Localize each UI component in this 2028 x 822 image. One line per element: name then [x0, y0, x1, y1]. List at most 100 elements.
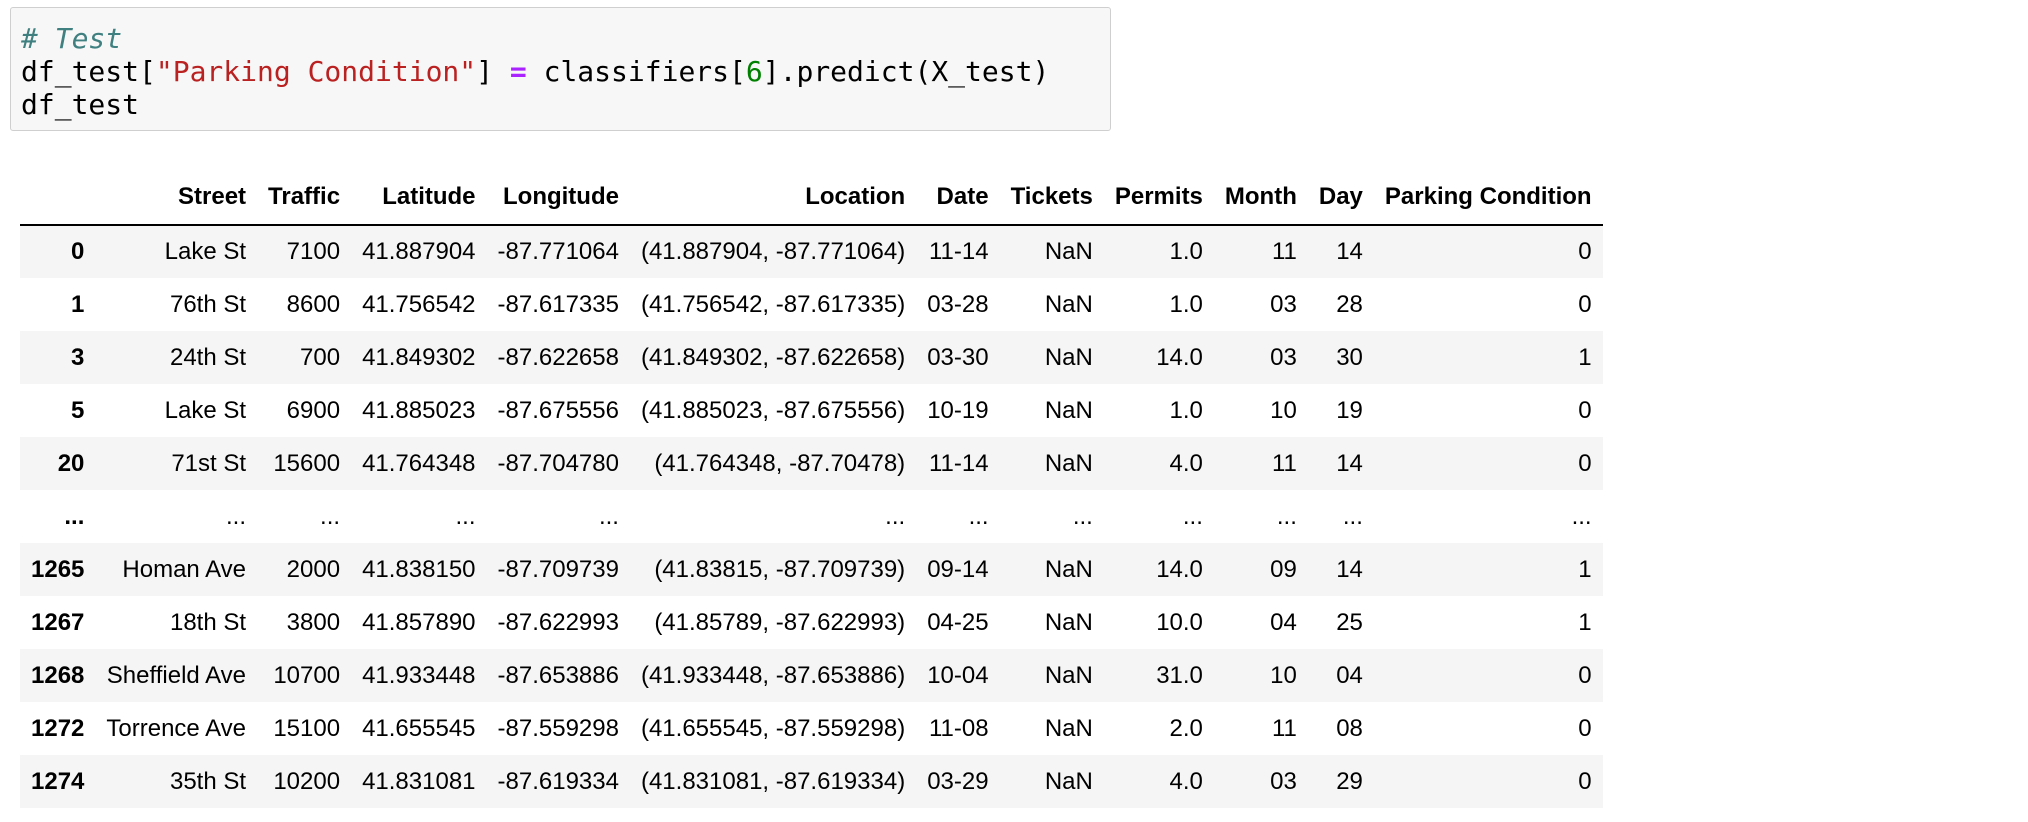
table-cell: 0	[1578, 767, 1592, 795]
table-cell: -87.675556	[497, 396, 619, 424]
table-cell: (41.849302, -87.622658)	[640, 343, 906, 371]
table-cell: 09	[1270, 555, 1297, 583]
column-header: Permits	[1103, 170, 1214, 226]
column-header: Traffic	[257, 170, 352, 226]
table-cell: 0	[1578, 661, 1592, 689]
column-header: Month	[1213, 170, 1308, 226]
table-cell: -87.559298	[497, 714, 619, 742]
table-cell: 1	[1578, 343, 1592, 371]
table-cell: 25	[1336, 608, 1363, 636]
table-cell: -87.617335	[497, 290, 619, 318]
table-cell: Lake St	[164, 396, 247, 424]
row-index: 1274	[31, 767, 85, 795]
table-cell: ...	[1072, 502, 1093, 530]
table-cell: NaN	[1044, 767, 1093, 795]
table-cell: 30	[1336, 343, 1363, 371]
table-cell: 8600	[286, 290, 341, 318]
table-cell: 71st St	[171, 449, 247, 477]
table-cell: -87.709739	[497, 555, 619, 583]
column-header: Tickets	[999, 170, 1104, 226]
table-cell: 10700	[273, 661, 341, 689]
table-cell: 41.885023	[362, 396, 476, 424]
table-header: Street Traffic Latitude Longitude Location Da…	[20, 170, 1603, 226]
table-cell: 41.887904	[362, 238, 476, 265]
table-cell: 10-19	[927, 396, 989, 424]
column-header: Longitude	[486, 170, 630, 226]
table-cell: 04	[1336, 661, 1363, 689]
table-cell: 11-08	[928, 714, 989, 742]
table-row: 1268 Sheffield Ave 10700 41.933448 -87.65388…	[20, 649, 1603, 702]
table-row: ....................................	[20, 490, 1603, 543]
code-cell-input[interactable]: # Test df_test["Parking Condition"] = cl…	[10, 7, 1111, 131]
code-token: df_test	[21, 88, 140, 121]
table-cell: NaN	[1044, 343, 1093, 371]
row-index: 1267	[31, 608, 85, 636]
table-cell: 41.838150	[362, 555, 476, 583]
row-index: 0	[71, 238, 85, 265]
code-token: classifiers[	[526, 55, 746, 88]
table-cell: 76th St	[169, 290, 247, 318]
table-row: 1272 Torrence Ave 15100 41.655545 -87.559298…	[20, 702, 1603, 755]
table-cell: 03	[1270, 767, 1297, 795]
table-cell: 41.764348	[362, 449, 476, 477]
table-cell: 15100	[273, 714, 341, 742]
table-cell: 24th St	[169, 343, 247, 371]
table-cell: 10-04	[927, 661, 989, 689]
table-cell: (41.756542, -87.617335)	[640, 290, 906, 318]
code-token: ].predict(X_test)	[762, 55, 1050, 88]
table-cell: 700	[300, 343, 341, 371]
row-index: 3	[71, 343, 85, 371]
table-cell: ...	[1571, 502, 1592, 530]
table-cell: 04	[1270, 608, 1297, 636]
table-cell: 41.849302	[362, 343, 476, 371]
table-cell: 15600	[273, 449, 341, 477]
table-cell: 0	[1578, 290, 1592, 318]
table-cell: ...	[1182, 502, 1203, 530]
table-cell: Torrence Ave	[106, 714, 247, 742]
table-row: 1274 35th St 10200 41.831081 -87.619334 (41.8…	[20, 755, 1603, 808]
table-cell: 7100	[286, 238, 341, 265]
table-row: 1 76th St 8600 41.756542 -87.617335 (41.75654…	[20, 278, 1603, 331]
code-token: df_test[	[21, 55, 156, 88]
header-row: Street Traffic Latitude Longitude Location Da…	[20, 170, 1603, 226]
code-string: "Parking Condition"	[155, 55, 477, 88]
table-cell: 6900	[286, 396, 341, 424]
table-cell: 11-14	[928, 449, 989, 477]
table-cell: (41.933448, -87.653886)	[640, 661, 906, 689]
column-header: Date	[916, 170, 1000, 226]
table-row: 1265 Homan Ave 2000 41.838150 -87.709739 (41.…	[20, 543, 1603, 596]
row-index: 1	[71, 290, 85, 318]
cell-output: Street Traffic Latitude Longitude Location Da…	[20, 170, 1603, 808]
table-cell: 14	[1336, 238, 1363, 265]
table-cell: 14.0	[1156, 343, 1203, 371]
row-index: 20	[57, 449, 85, 477]
table-cell: 03-30	[927, 343, 989, 371]
column-header: Day	[1307, 170, 1374, 226]
table-cell: ...	[455, 502, 476, 530]
table-cell: (41.885023, -87.675556)	[640, 396, 906, 424]
table-cell: 11	[1271, 238, 1297, 265]
table-cell: 2.0	[1169, 714, 1203, 742]
table-cell: NaN	[1044, 555, 1093, 583]
table-cell: Lake St	[164, 238, 247, 265]
table-cell: 1.0	[1169, 290, 1203, 318]
table-cell: 1	[1578, 555, 1592, 583]
code-line-3: df_test	[21, 88, 1100, 121]
table-cell: 2000	[286, 555, 341, 583]
table-cell: -87.622993	[497, 608, 619, 636]
table-cell: NaN	[1044, 714, 1093, 742]
table-cell: -87.619334	[497, 767, 619, 795]
table-cell: ...	[226, 502, 247, 530]
table-cell: (41.764348, -87.70478)	[654, 449, 906, 477]
table-body: 0 Lake St 7100 41.887904 -87.771064 (41.88790…	[20, 225, 1603, 808]
table-row: 0 Lake St 7100 41.887904 -87.771064 (41.88790…	[20, 225, 1603, 278]
code-operator: =	[509, 55, 527, 88]
table-cell: NaN	[1044, 396, 1093, 424]
table-cell: 03-28	[927, 290, 989, 318]
row-index: ...	[64, 502, 85, 530]
table-cell: 41.857890	[362, 608, 476, 636]
table-row: 3 24th St 700 41.849302 -87.622658 (41.849302…	[20, 331, 1603, 384]
table-cell: ...	[320, 502, 341, 530]
table-cell: 03-29	[927, 767, 989, 795]
table-row: 20 71st St 15600 41.764348 -87.704780 (41.764…	[20, 437, 1603, 490]
